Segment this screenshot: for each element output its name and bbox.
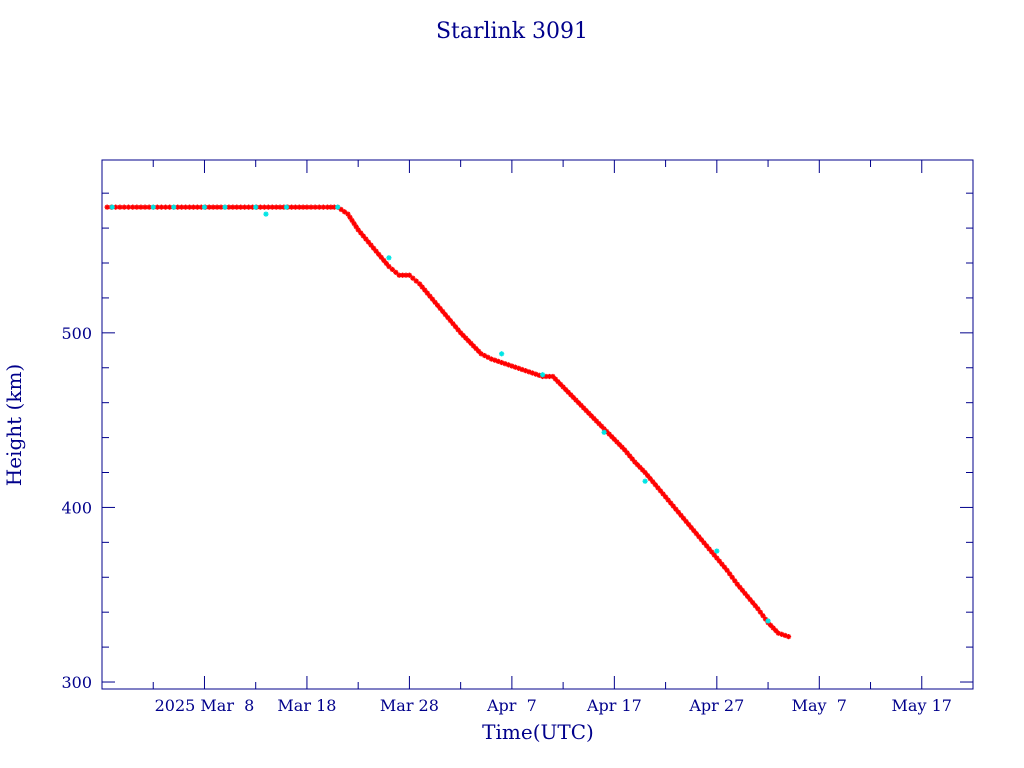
data-point	[581, 405, 587, 411]
data-point	[269, 204, 275, 210]
data-point	[606, 431, 612, 437]
y-axis-label: Height (km)	[2, 364, 26, 486]
data-point	[706, 546, 712, 552]
y-tick-label: 400	[61, 498, 92, 517]
data-point	[393, 269, 399, 275]
data-point	[186, 204, 193, 210]
data-point	[406, 272, 413, 278]
data-point	[673, 506, 679, 512]
data-point	[338, 206, 344, 213]
data-point	[363, 236, 369, 242]
data-point	[445, 314, 451, 321]
data-point	[230, 204, 236, 210]
secondary-point	[540, 372, 546, 378]
x-axis-label: Time(UTC)	[482, 720, 594, 744]
data-point	[583, 407, 589, 414]
data-point	[642, 469, 648, 476]
data-point	[351, 220, 357, 227]
data-marks	[104, 204, 792, 640]
data-point	[341, 209, 348, 215]
data-point	[650, 479, 656, 485]
data-point	[277, 204, 283, 210]
data-point	[665, 497, 671, 503]
secondary-point	[222, 204, 228, 210]
chart-title: Starlink 3091	[436, 19, 588, 44]
x-tick-label: Apr 27	[688, 696, 744, 715]
data-point	[410, 275, 416, 281]
x-tick-label: 2025 Mar 8	[155, 696, 255, 715]
data-point	[296, 204, 302, 210]
x-tick-label: Mar 28	[380, 696, 439, 715]
data-point	[389, 266, 395, 273]
data-point	[573, 397, 579, 403]
secondary-point	[765, 618, 771, 624]
data-point	[691, 527, 697, 534]
data-point	[785, 634, 792, 640]
data-point	[588, 413, 594, 419]
data-point	[376, 251, 382, 257]
x-tick-label: Apr 7	[486, 696, 537, 715]
data-point	[360, 233, 366, 239]
secondary-point	[601, 429, 607, 435]
y-tick-label: 500	[61, 324, 92, 343]
data-point	[300, 204, 306, 210]
secondary-point	[253, 204, 259, 210]
data-point	[273, 204, 279, 210]
data-point	[727, 571, 733, 577]
secondary-point	[150, 204, 156, 210]
secondary-point	[283, 204, 290, 210]
secondary-point	[171, 204, 177, 210]
data-point	[557, 381, 564, 387]
data-point	[570, 394, 576, 401]
data-point	[629, 456, 635, 462]
secondary-point	[386, 255, 392, 261]
data-point	[182, 204, 189, 210]
data-point	[386, 263, 392, 270]
data-point	[353, 224, 359, 230]
x-tick-label: May 7	[792, 696, 847, 715]
data-point	[246, 204, 252, 210]
secondary-point	[714, 548, 720, 554]
data-point	[698, 537, 705, 543]
series-line	[107, 206, 789, 638]
data-point	[452, 324, 459, 330]
secondary-point	[335, 204, 341, 210]
y-tick-label: 300	[61, 673, 92, 692]
data-point	[167, 204, 173, 210]
secondary-point	[263, 211, 269, 217]
x-tick-label: Mar 18	[277, 696, 336, 715]
secondary-point	[201, 204, 208, 210]
data-point	[598, 423, 605, 429]
x-axis-ticks: 2025 Mar 8 Mar 18 Mar 28 Apr 7 Apr 17 Apr 27 M…	[152, 160, 952, 715]
data-point	[519, 366, 525, 373]
data-point	[381, 257, 387, 263]
data-point	[121, 204, 127, 210]
plot-frame	[101, 159, 974, 690]
data-point	[265, 204, 271, 210]
y-axis-ticks: 300 400 500	[61, 192, 973, 692]
x-tick-label: Apr 17	[586, 696, 642, 715]
data-point	[218, 204, 224, 210]
secondary-point	[499, 351, 505, 357]
data-point	[304, 204, 310, 210]
data-point	[413, 278, 419, 284]
secondary-point	[642, 478, 648, 484]
secondary-point	[109, 204, 115, 210]
data-point	[724, 567, 730, 573]
data-point	[355, 227, 361, 233]
x-tick-label: May 17	[892, 696, 952, 715]
